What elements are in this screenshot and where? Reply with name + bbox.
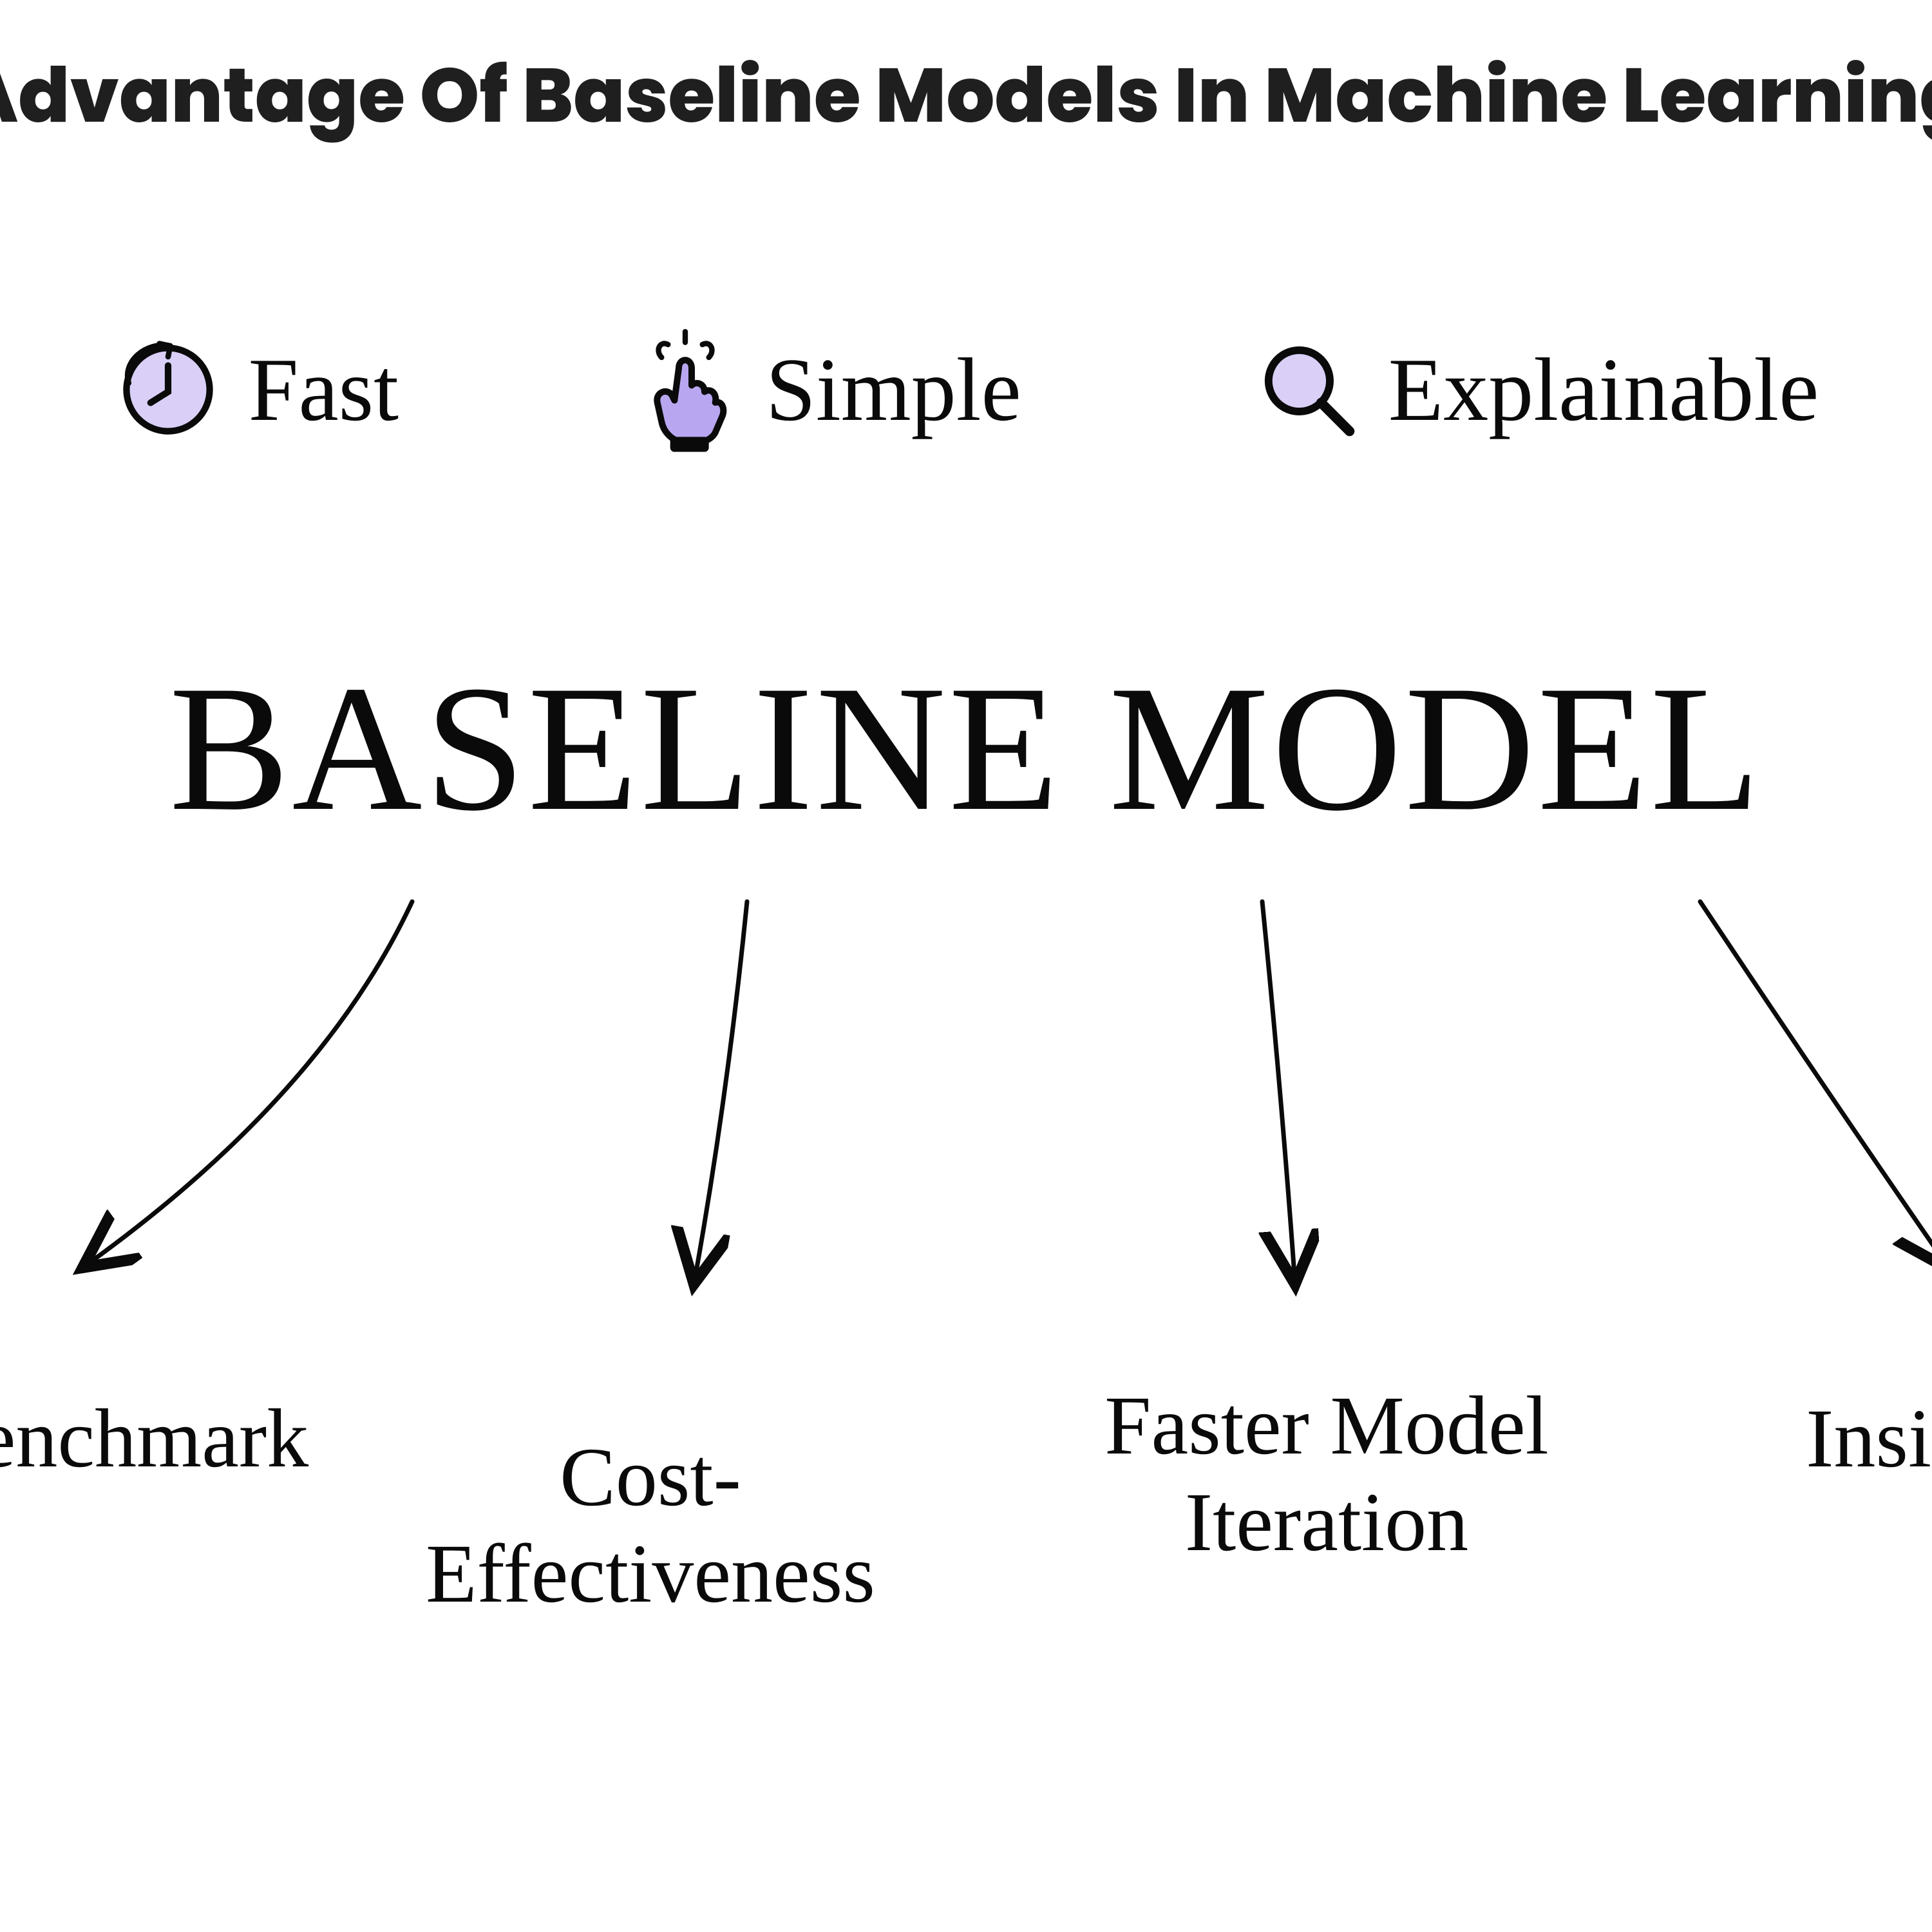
arrow-path-3 [1262, 902, 1294, 1275]
center-concept: BASELINE MODEL [169, 644, 1763, 852]
attribute-label: Fast [249, 338, 399, 442]
benefit-label: Insights [1806, 1391, 1932, 1488]
arrow-1 [0, 0, 1932, 1932]
attribute-label: Simple [766, 338, 1021, 442]
benefit-label: Cost-Effectiveness [361, 1430, 940, 1622]
clock-icon [113, 335, 223, 444]
benefit-insights: Insights [1777, 1391, 1932, 1488]
attribute-simple: Simple [630, 335, 1021, 444]
search-icon [1253, 335, 1363, 444]
benefit-cost-effectiveness: Cost-Effectiveness [361, 1430, 940, 1622]
infographic-canvas: Advantage Of Baseline Models In Machine … [0, 0, 1932, 1932]
benefit-label: Faster Model Iteration [1104, 1378, 1549, 1571]
page-title: Advantage Of Baseline Models In Machine … [0, 39, 1932, 153]
arrow-path-4 [1700, 902, 1932, 1262]
attributes-row: Fast Simple Expla [0, 335, 1932, 444]
attribute-explainable: Explainable [1253, 335, 1819, 444]
benefit-benchmark: Benchmark [0, 1391, 245, 1488]
benefit-label: Benchmark [0, 1391, 308, 1488]
tap-icon [630, 335, 740, 444]
attribute-fast: Fast [113, 335, 399, 444]
attribute-label: Explainable [1388, 338, 1819, 442]
arrow-path-2 [696, 902, 747, 1275]
arrow-path-1 [90, 902, 412, 1262]
benefit-faster-iteration: Faster Model Iteration [1082, 1378, 1571, 1571]
